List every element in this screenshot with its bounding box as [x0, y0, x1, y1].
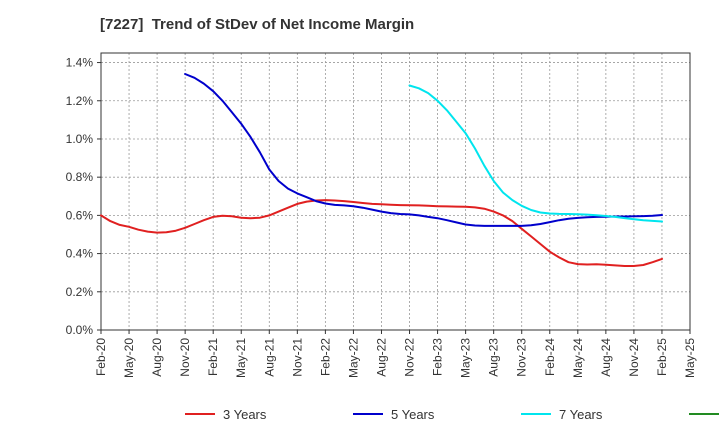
grid — [101, 53, 690, 330]
x-tick-label: May-22 — [346, 338, 360, 378]
x-tick-label: Aug-24 — [599, 338, 613, 377]
series-line-5-years — [184, 73, 663, 227]
x-tick-label: May-20 — [122, 338, 136, 378]
x-tick-label: Nov-21 — [290, 338, 304, 377]
chart-title: [7227] Trend of StDev of Net Income Marg… — [100, 16, 415, 33]
y-tick-label: 0.0% — [66, 323, 94, 337]
y-tick-label: 1.0% — [66, 132, 94, 146]
x-tick-label: Aug-20 — [150, 338, 164, 377]
x-tick-label: Aug-23 — [487, 338, 501, 377]
series — [100, 73, 663, 267]
y-tick-label: 1.2% — [66, 94, 94, 108]
x-tick-label: Feb-23 — [431, 338, 445, 376]
series-line-3-years — [100, 199, 663, 267]
x-tick-label: May-24 — [571, 338, 585, 378]
x-tick-label: Feb-24 — [543, 338, 557, 376]
x-tick-label: Nov-23 — [515, 338, 529, 377]
x-tick-label: Nov-24 — [627, 338, 641, 377]
x-tick-label: Feb-20 — [94, 338, 108, 376]
x-tick-label: Aug-22 — [374, 338, 388, 377]
y-tick-label: 0.6% — [66, 208, 94, 222]
plot-border — [100, 52, 691, 331]
series-line-7-years — [408, 84, 663, 223]
y-tick-label: 1.4% — [66, 56, 94, 70]
axes: 0.0% 0.2% 0.4% 0.6% 0.8% 1.0% 1.2% 1.4% Feb-20 Ma… — [66, 52, 697, 378]
y-tick-label: 0.4% — [66, 247, 94, 261]
legend-label: 5 Years — [391, 407, 435, 422]
x-tick-label: May-25 — [683, 338, 697, 378]
x-tick-label: Nov-22 — [403, 338, 417, 377]
x-tick-label: Feb-21 — [206, 338, 220, 376]
x-tick-label: Feb-22 — [318, 338, 332, 376]
x-tick-label: Feb-25 — [655, 338, 669, 376]
x-tick-label: May-23 — [459, 338, 473, 378]
x-tick-label: Nov-20 — [178, 338, 192, 377]
x-tick-label: May-21 — [234, 338, 248, 378]
x-tick-label: Aug-21 — [262, 338, 276, 377]
legend-label: 7 Years — [559, 407, 603, 422]
y-tick-label: 0.8% — [66, 170, 94, 184]
y-tick-label: 0.2% — [66, 285, 94, 299]
legend-label: 3 Years — [223, 407, 267, 422]
